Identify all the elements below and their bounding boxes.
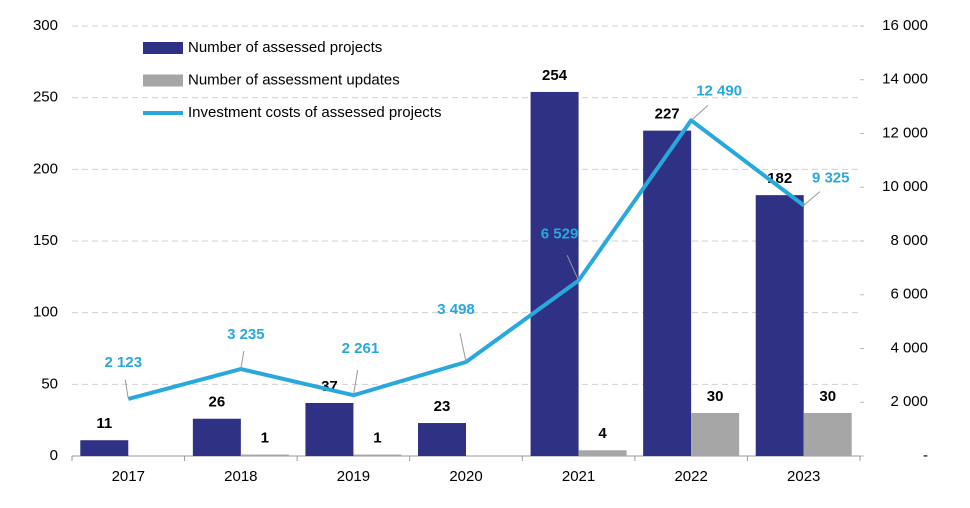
leader-line — [803, 191, 821, 206]
line-value-label: 6 529 — [541, 226, 579, 243]
bar-value-label: 4 — [598, 425, 607, 442]
legend-label: Investment costs of assessed projects — [188, 104, 441, 121]
bar-value-label: 23 — [434, 398, 451, 415]
bar — [578, 450, 627, 456]
bar — [530, 91, 579, 456]
bar — [305, 402, 354, 456]
x-tick-label: 2018 — [224, 468, 257, 485]
legend-label: Number of assessed projects — [188, 39, 382, 56]
legend-swatch — [143, 42, 183, 54]
bar — [80, 440, 129, 456]
bar-value-label: 30 — [707, 388, 724, 405]
x-tick-label: 2020 — [449, 468, 482, 485]
y-tick-label: 100 — [33, 304, 58, 321]
y2-tick-label: 8 000 — [890, 232, 928, 249]
y-tick-label: 300 — [33, 17, 58, 34]
y-tick-label: 150 — [33, 232, 58, 249]
line-value-label: 2 123 — [105, 354, 143, 371]
line-value-label: 9 325 — [812, 169, 850, 186]
legend-swatch — [143, 74, 183, 87]
bar — [240, 454, 289, 456]
y2-tick-label: 10 000 — [882, 178, 928, 195]
y2-tick-label: 12 000 — [882, 124, 928, 141]
leader-line — [690, 104, 709, 121]
line-value-label: 12 490 — [696, 82, 742, 99]
x-tick-label: 2017 — [112, 468, 145, 485]
bar — [803, 413, 852, 456]
bar-value-label: 254 — [542, 67, 568, 84]
leader-line — [459, 333, 467, 363]
bar-value-label: 1 — [261, 430, 269, 447]
bar — [643, 130, 692, 456]
legend-label: Number of assessment updates — [188, 71, 400, 88]
y2-tick-label: - — [923, 447, 928, 464]
y-tick-label: 0 — [50, 447, 58, 464]
bar — [755, 195, 804, 456]
x-tick-label: 2019 — [337, 468, 370, 485]
bar-value-label: 11 — [96, 415, 112, 432]
line-value-label: 3 498 — [437, 301, 475, 318]
bar-value-label: 227 — [655, 106, 680, 123]
y2-tick-label: 14 000 — [882, 71, 928, 88]
y2-tick-label: 6 000 — [890, 286, 928, 303]
bar — [192, 418, 241, 456]
leader-line — [124, 379, 129, 400]
leader-line — [352, 369, 359, 396]
y2-tick-label: 2 000 — [890, 393, 928, 410]
bar-value-label: 1 — [373, 430, 381, 447]
leader-line — [566, 255, 580, 281]
line-value-label: 3 235 — [227, 326, 265, 343]
x-tick-label: 2023 — [787, 468, 820, 485]
bar-value-label: 30 — [819, 388, 836, 405]
leader-line — [240, 350, 245, 370]
line — [127, 118, 805, 401]
y2-tick-label: 4 000 — [890, 339, 928, 356]
bar — [418, 423, 466, 456]
bar — [353, 454, 402, 456]
line-value-label: 2 261 — [342, 340, 380, 357]
bar — [691, 413, 740, 456]
y-tick-label: 200 — [33, 160, 58, 177]
y2-tick-label: 16 000 — [882, 17, 928, 34]
x-tick-label: 2022 — [674, 468, 707, 485]
x-tick-label: 2021 — [562, 468, 595, 485]
y-tick-label: 50 — [41, 375, 58, 392]
bar-value-label: 26 — [209, 394, 226, 411]
y-tick-label: 250 — [33, 89, 58, 106]
